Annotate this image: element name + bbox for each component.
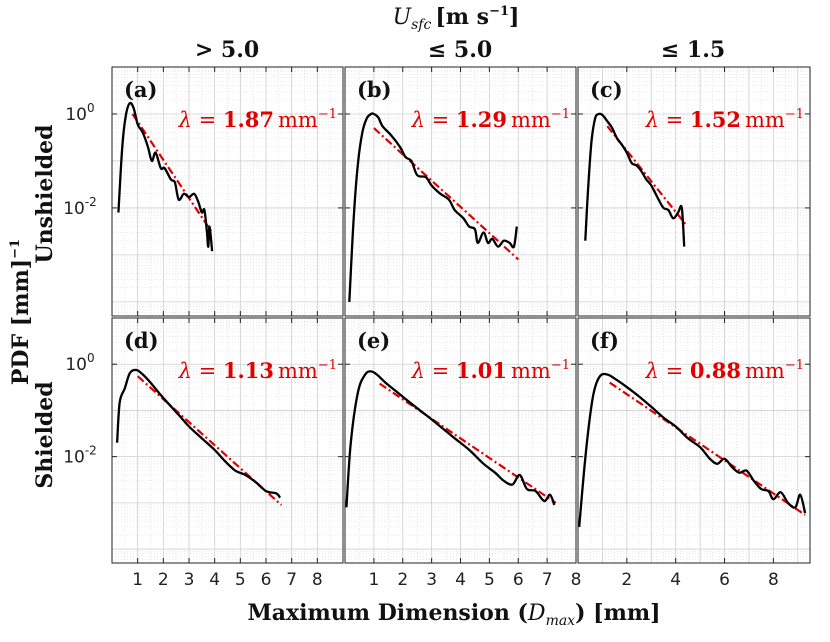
x-tick-label: 7 <box>542 570 553 590</box>
x-tick-label: 2 <box>158 570 169 590</box>
fit-line <box>373 127 520 261</box>
lambda-annotation: λ = 1.29 mm−1 <box>411 107 570 132</box>
x-tick-label: 6 <box>261 570 272 590</box>
panel-frame <box>111 66 344 317</box>
pdf-curve <box>115 368 282 499</box>
fit-line <box>131 113 214 234</box>
panel-frame <box>577 317 811 564</box>
x-tick-label: 2 <box>397 570 408 590</box>
panel-c: (c) λ = 1.52 mm−1 <box>577 66 811 317</box>
top-title-close: ] <box>509 4 519 30</box>
row-title-2: Shielded <box>32 381 58 488</box>
panel-label: (c) <box>590 77 623 102</box>
x-tick-label: 6 <box>513 570 524 590</box>
top-title-exp: −1 <box>489 4 509 19</box>
x-tick-label: 5 <box>235 570 246 590</box>
lambda-annotation: λ = 1.01 mm−1 <box>411 358 570 383</box>
top-title-sub: sfc <box>411 17 431 33</box>
y-tick-label: 100 <box>65 351 94 375</box>
pdf-curve <box>348 112 518 302</box>
lambda-annotation: λ = 1.13 mm−1 <box>178 358 337 383</box>
x-tick-label: 2 <box>621 570 632 590</box>
panel-label: (a) <box>124 77 157 102</box>
lambda-annotation: λ = 0.88 mm−1 <box>645 358 804 383</box>
x-axis-label-sub: max <box>546 613 576 629</box>
x-tick-label: 1 <box>368 570 379 590</box>
svg-text:Usfc[m s−1]: Usfc [m s−1] <box>393 4 520 33</box>
panel-b: (b) λ = 1.29 mm−1 <box>344 66 577 317</box>
y-tick-label: 10-2 <box>63 444 97 468</box>
x-tick-label: 8 <box>768 570 779 590</box>
pdf-curve <box>578 372 807 528</box>
x-axis-label-main: Maximum Dimension ( <box>247 600 527 626</box>
panel-frame <box>111 317 344 564</box>
y-tick-label: 100 <box>65 101 94 125</box>
top-title: Usfc [m s−1] <box>393 4 520 33</box>
top-title-unit: [m s <box>435 4 489 30</box>
panel-label: (f) <box>590 328 619 353</box>
fit-line <box>609 381 806 516</box>
top-title-var: U <box>393 5 413 30</box>
x-tick-label: 6 <box>719 570 730 590</box>
y-tick-label: 10-2 <box>63 195 97 219</box>
panel-d: 1 2 3 4 5 6 7 8 100 10-2 (d) λ = 1.13 mm−1 <box>63 317 344 590</box>
x-tick-label: 7 <box>286 570 297 590</box>
x-axis-label-close: ) [mm] <box>575 600 660 626</box>
pdf-curve <box>584 112 686 247</box>
x-axis-label-var: D <box>527 601 546 626</box>
panel-label: (d) <box>124 328 159 353</box>
x-tick-label: 4 <box>209 570 220 590</box>
pdf-curve <box>117 101 214 252</box>
panel-f: 2 4 6 8 (f) λ = 0.88 mm−1 <box>577 317 811 590</box>
panel-label: (e) <box>357 328 390 353</box>
col-title-3: ≤ 1.5 <box>661 37 725 63</box>
panel-label: (b) <box>357 77 392 102</box>
x-tick-label: 3 <box>426 570 437 590</box>
panel-e: 1 2 3 4 5 6 7 8 (e) λ = 1.01 mm−1 <box>344 317 582 590</box>
x-tick-label: 8 <box>312 570 323 590</box>
panel-a: 100 10-2 (a) λ = 1.87 mm−1 <box>63 66 344 317</box>
col-title-1: > 5.0 <box>195 37 259 63</box>
x-tick-label: 8 <box>571 570 582 590</box>
y-axis-label: PDF [mm]−1 <box>8 239 34 385</box>
x-tick-label: 1 <box>132 570 143 590</box>
panel-frame <box>577 66 811 317</box>
x-tick-label: 5 <box>484 570 495 590</box>
x-axis-label: Maximum Dimension (Dmax) [mm] <box>247 600 660 629</box>
y-axis-label-exp: −1 <box>8 239 23 259</box>
fit-line <box>378 382 557 504</box>
x-tick-label: 4 <box>670 570 681 590</box>
lambda-annotation: λ = 1.52 mm−1 <box>645 107 804 132</box>
lambda-annotation: λ = 1.87 mm−1 <box>178 107 337 132</box>
panel-background <box>578 67 810 316</box>
x-tick-label: 3 <box>184 570 195 590</box>
x-tick-label: 4 <box>455 570 466 590</box>
row-title-1: Unshielded <box>32 124 58 263</box>
col-title-2: ≤ 5.0 <box>428 37 492 63</box>
panels-group: 100 10-2 (a) λ = 1.87 mm−1 (b) λ = 1.29 mm−1 (c)… <box>63 66 811 590</box>
panel-background <box>112 67 343 316</box>
pdf-curve <box>345 370 556 508</box>
y-axis-label-main: PDF [mm] <box>8 259 34 385</box>
